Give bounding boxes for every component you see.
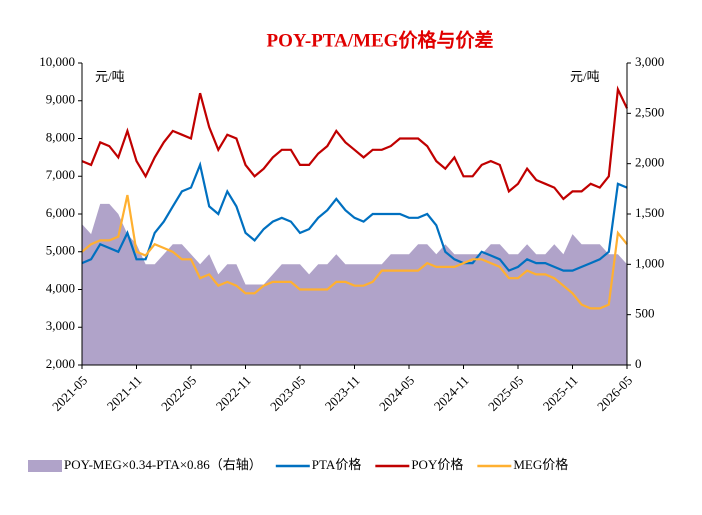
x-tick-label: 2021-05: [49, 373, 90, 414]
legend-label: POY-MEG×0.34-PTA×0.86（右轴）: [64, 457, 262, 472]
y2-tick-label: 3,000: [635, 54, 664, 69]
x-tick-label: 2023-05: [267, 373, 308, 414]
y-tick-label: 10,000: [39, 54, 75, 69]
y-tick-label: 5,000: [46, 243, 75, 258]
y2-tick-label: 2,000: [635, 155, 664, 170]
y-tick-label: 3,000: [46, 318, 75, 333]
x-tick-label: 2026-05: [594, 373, 635, 414]
y2-tick-label: 1,000: [635, 255, 664, 270]
y-unit: 元/吨: [95, 69, 125, 84]
y-tick-label: 2,000: [46, 356, 75, 371]
y2-unit: 元/吨: [570, 69, 600, 84]
chart-title: POY-PTA/MEG价格与价差: [267, 28, 494, 51]
y-tick-label: 4,000: [46, 280, 75, 295]
y2-tick-label: 500: [635, 306, 655, 321]
x-tick-label: 2022-05: [158, 373, 199, 414]
x-tick-label: 2024-11: [431, 373, 472, 414]
x-tick-label: 2023-11: [322, 373, 363, 414]
x-tick-label: 2024-05: [376, 373, 417, 414]
line: [81, 194, 628, 310]
x-tick-label: 2021-11: [104, 373, 145, 414]
area: [82, 203, 627, 365]
x-tick-label: 2025-05: [485, 373, 526, 414]
line: [81, 161, 628, 272]
legend-label: MEG价格: [513, 457, 568, 472]
x-tick-label: 2022-11: [213, 373, 254, 414]
legend-label: PTA价格: [312, 457, 362, 472]
y-tick-label: 9,000: [46, 92, 75, 107]
x-tick-label: 2025-11: [540, 373, 581, 414]
line: [81, 85, 628, 201]
y2-tick-label: 2,500: [635, 104, 664, 119]
y-tick-label: 7,000: [46, 167, 75, 182]
y-tick-label: 6,000: [46, 205, 75, 220]
legend-label: POY价格: [411, 457, 463, 472]
y2-tick-label: 0: [635, 356, 642, 371]
y2-tick-label: 1,500: [635, 205, 664, 220]
legend-swatch: [28, 460, 62, 472]
y-tick-label: 8,000: [46, 129, 75, 144]
